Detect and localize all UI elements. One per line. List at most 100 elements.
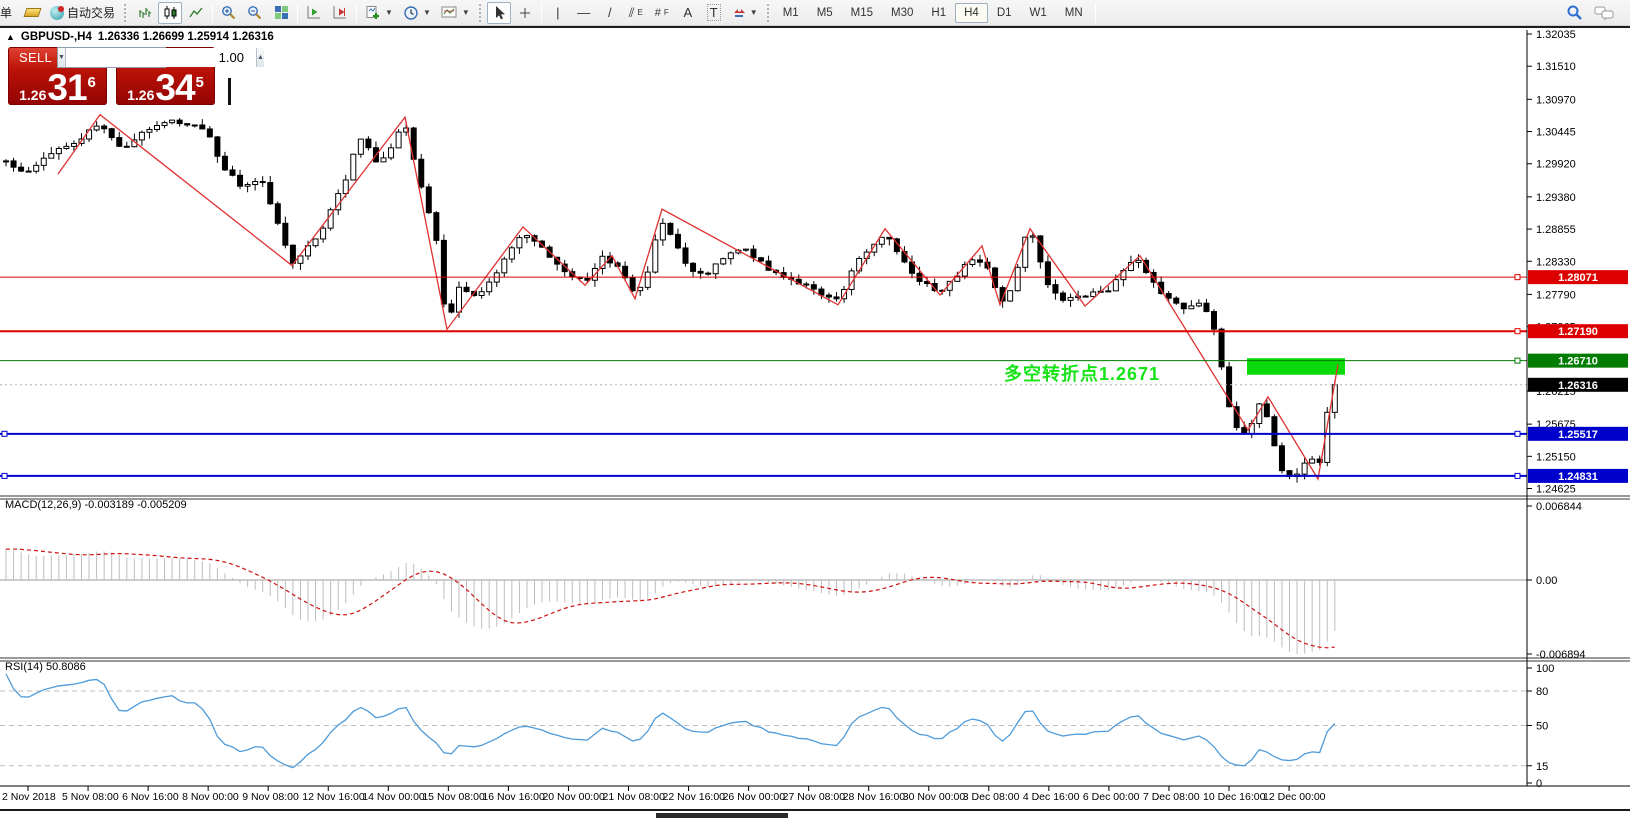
channel-icon: ⫽ [628,4,635,20]
highlight-rect-layer[interactable] [1247,358,1345,375]
zoom-in-icon [222,5,236,19]
tile-windows-button[interactable] [269,2,293,24]
date-label: 12 Dec 00:00 [1263,791,1326,803]
chart-canvas[interactable]: 1.32035 1.31510 1.30970 1.30445 1.29920 1.293… [0,28,1630,818]
candle [1226,366,1233,408]
arrows-button[interactable]: ▼ [728,2,762,24]
chat-icon[interactable] [1594,5,1616,21]
time-axis[interactable]: 2 Nov 2018 5 Nov 08:00 6 Nov 16:00 8 Nov 00… [2,786,1326,803]
price-tick-label: 1.25150 [1536,451,1576,463]
line-anchor-marker [1514,472,1521,479]
periods-dropdown-caret[interactable]: ▼ [422,8,431,17]
candle [116,137,123,147]
autotrading-button[interactable]: 自动交易 [46,2,119,24]
vertical-line-button[interactable]: | [546,2,570,24]
rsi-tick-label: 15 [1536,761,1548,773]
candle [1195,302,1202,307]
candle [810,284,817,290]
channel-button[interactable]: ⫽ E [624,2,648,24]
arrows-dropdown-caret[interactable]: ▼ [749,8,758,17]
text-button[interactable]: A [676,2,700,24]
candle [501,258,508,274]
toolbar-separator [297,2,299,23]
candle [1248,423,1255,435]
candle [1022,236,1029,268]
rsi-tick-label: 50 [1536,721,1548,733]
candle [342,179,349,195]
line-anchor-marker [1514,274,1521,281]
timeframe-m5-button[interactable]: M5 [816,6,833,19]
horizontal-line-icon: — [577,5,591,20]
candle [516,237,523,249]
line-chart-icon [188,7,203,18]
new-order-button[interactable]: 单 [0,2,18,24]
pivot-annotation-text[interactable]: 多空转折点1.2671 [1004,364,1161,384]
candle [388,147,395,159]
templates-button[interactable]: ▼ [437,2,474,24]
candle [939,289,946,292]
price-badges: 1.28071 1.27190 1.26710 1.26316 1.25517 1.248… [1528,270,1628,483]
timeframe-mn-button[interactable]: MN [1064,6,1083,19]
date-label: 22 Nov 16:00 [663,791,726,803]
timeframe-h1-button[interactable]: H1 [931,6,947,19]
candle [456,286,462,313]
date-label: 8 Nov 00:00 [182,791,239,803]
fibonacci-button[interactable]: # F [650,2,674,24]
cursor-button[interactable] [486,1,511,24]
line-anchor-marker [1,472,8,479]
templates-icon [441,6,457,18]
candle [720,258,727,265]
candle [750,248,757,259]
indicators-dropdown-caret[interactable]: ▼ [385,8,393,17]
timeframe-m30-button[interactable]: M30 [891,6,914,19]
trendline-button[interactable]: / [598,2,622,24]
line-chart-button[interactable] [184,2,208,24]
zoom-in-button[interactable] [217,2,241,24]
timeframe-m15-button[interactable]: M15 [850,6,874,19]
periods-button[interactable]: ▼ [399,2,435,24]
sell-price-big: 31 [47,67,87,108]
candlestick-chart-button[interactable] [158,1,183,24]
candle [848,270,855,290]
candle [425,186,432,214]
volume-decrease-button[interactable]: ▼ [58,48,66,67]
candle [206,128,213,138]
rsi-label: RSI(14) 50.8086 [5,661,86,673]
timeframe-d1-button[interactable]: D1 [996,6,1012,19]
date-label: 15 Nov 08:00 [422,791,485,803]
candle [1203,302,1210,313]
one-click-toggle-icon[interactable]: ▲ [6,32,15,42]
crosshair-button[interactable] [513,2,537,24]
price-axis[interactable]: 1.32035 1.31510 1.30970 1.30445 1.29920 1.293… [1527,29,1586,790]
timeframe-w1-button[interactable]: W1 [1029,6,1047,19]
toolbar-separator [212,2,214,23]
drawing-object-mark[interactable] [228,78,231,105]
bar-chart-button[interactable] [132,2,156,24]
indicators-button[interactable]: ▼ [361,2,397,24]
date-label: 6 Nov 16:00 [122,791,179,803]
timeframe-h4-button[interactable]: H4 [955,2,988,23]
cursor-icon [495,6,505,20]
price-badge [1528,270,1628,285]
timeframe-m1-button[interactable]: M1 [782,6,799,19]
chart-shift-button[interactable] [328,2,352,24]
candle [1014,266,1021,292]
price-tick-label: 1.29920 [1536,159,1576,171]
auto-scroll-button[interactable] [302,2,326,24]
pane-borders [0,30,1630,818]
volume-input[interactable] [65,48,256,67]
date-label: 26 Nov 00:00 [723,791,786,803]
date-label: 16 Nov 16:00 [482,791,545,803]
candle [954,275,961,282]
zoom-out-button[interactable] [243,2,267,24]
horizontal-lines[interactable] [0,274,1527,479]
profile-button[interactable] [20,2,44,24]
horizontal-line-button[interactable]: — [572,2,596,24]
candle [138,131,145,141]
candle [25,170,32,173]
text-label-button[interactable]: T [702,2,726,24]
search-icon[interactable] [1566,4,1584,22]
volume-increase-button[interactable]: ▲ [255,48,264,67]
candle [1263,403,1270,418]
templates-dropdown-caret[interactable]: ▼ [461,8,470,17]
